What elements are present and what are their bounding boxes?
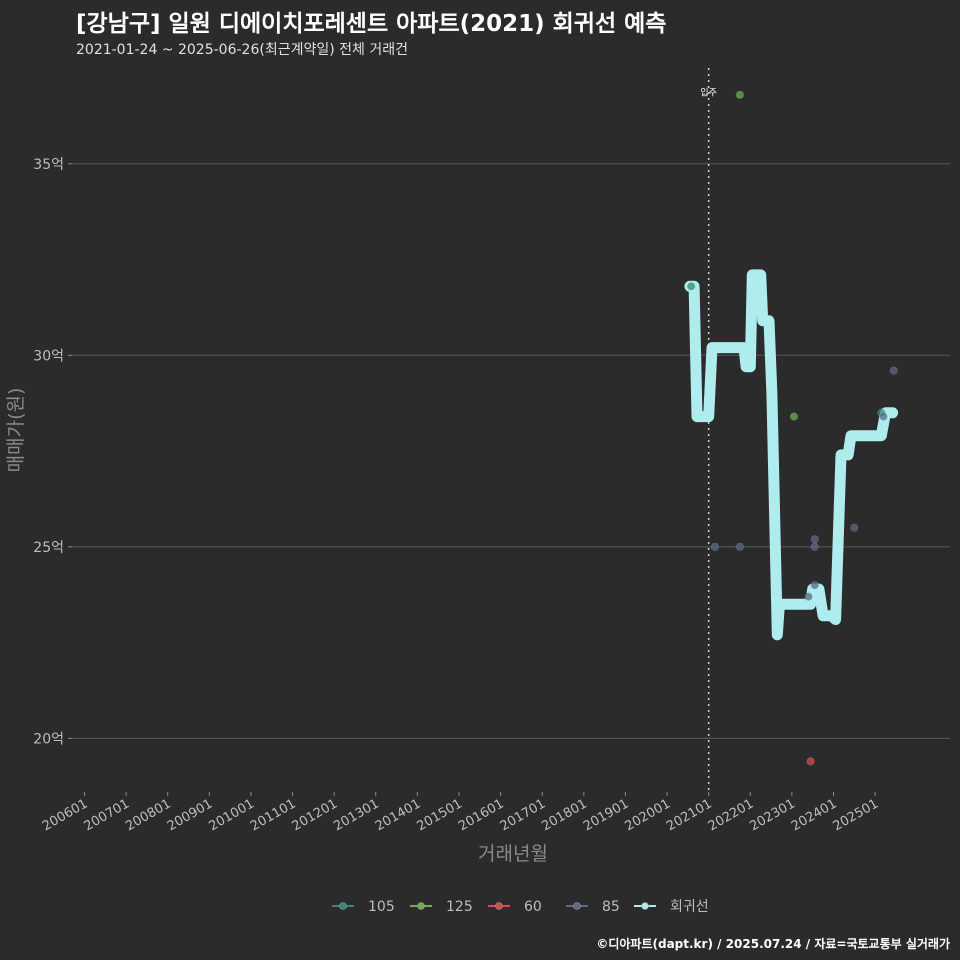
data-point-125 — [735, 90, 744, 99]
x-tick-label: 202301 — [747, 796, 797, 834]
legend-dot — [417, 902, 425, 910]
x-tick-label: 202001 — [623, 796, 673, 834]
x-tick-label: 201501 — [414, 796, 464, 834]
x-tick-label: 202401 — [789, 796, 839, 834]
y-axis-label: 매매가(원) — [5, 388, 27, 473]
x-tick-label: 201101 — [248, 796, 298, 834]
data-point-85 — [850, 523, 859, 532]
legend-label: 105 — [368, 899, 395, 915]
x-tick-label: 202201 — [706, 796, 756, 834]
data-point-85 — [810, 542, 819, 551]
legend-dot — [339, 902, 347, 910]
data-point-105 — [687, 282, 696, 291]
y-tick-label: 25억 — [33, 540, 64, 556]
y-tick-label: 30억 — [33, 348, 64, 364]
legend-dot — [573, 902, 581, 910]
legend-item-회귀선: 회귀선 — [634, 899, 709, 915]
x-tick-label: 200901 — [165, 796, 215, 834]
data-point-60 — [806, 757, 815, 766]
data-point-85 — [710, 542, 719, 551]
x-tick-label: 200701 — [82, 796, 132, 834]
x-tick-label: 200801 — [123, 796, 173, 834]
x-tick-label: 202501 — [831, 796, 881, 834]
x-tick-label: 201001 — [206, 796, 256, 834]
x-tick-label: 201601 — [456, 796, 506, 834]
legend-item-105: 105 — [332, 899, 395, 915]
legend-item-60: 60 — [488, 899, 542, 915]
data-point-85 — [879, 412, 888, 421]
x-tick-label: 200601 — [40, 796, 90, 834]
y-tick-label: 20억 — [33, 731, 64, 747]
y-tick-label: 35억 — [33, 157, 64, 173]
data-point-85 — [804, 592, 813, 601]
x-tick-label: 201901 — [581, 796, 631, 834]
x-tick-label: 201701 — [498, 796, 548, 834]
credit-text: ©디아파트(dapt.kr) / 2025.07.24 / 자료=국토교통부 실… — [596, 937, 950, 951]
chart-subtitle: 2021-01-24 ~ 2025-06-26(최근계약일) 전체 거래건 — [76, 42, 408, 58]
data-point-85 — [735, 542, 744, 551]
x-tick-label: 201801 — [539, 796, 589, 834]
data-point-85 — [810, 581, 819, 590]
x-tick-label: 201301 — [331, 796, 381, 834]
x-tick-label: 201401 — [373, 796, 423, 834]
chart-title: [강남구] 일원 디에이치포레센트 아파트(2021) 회귀선 예측 — [76, 11, 667, 37]
data-point-85 — [810, 535, 819, 544]
data-point-85 — [889, 366, 898, 375]
legend: 105 125 60 85 회귀선 — [332, 899, 709, 915]
legend-label: 회귀선 — [670, 899, 709, 915]
x-tick-label: 201201 — [290, 796, 340, 834]
x-tick-label: 202101 — [664, 796, 714, 834]
data-point-125 — [789, 412, 799, 421]
regression-line — [684, 269, 899, 641]
legend-item-85: 85 — [566, 899, 620, 915]
legend-item-125: 125 — [410, 899, 473, 915]
legend-dot — [641, 902, 649, 910]
x-axis-label: 거래년월 — [478, 843, 548, 865]
move-in-label: 입주 — [700, 87, 717, 99]
legend-label: 125 — [446, 899, 473, 915]
legend-label: 85 — [602, 899, 620, 915]
legend-label: 60 — [524, 899, 542, 915]
legend-dot — [495, 902, 503, 910]
